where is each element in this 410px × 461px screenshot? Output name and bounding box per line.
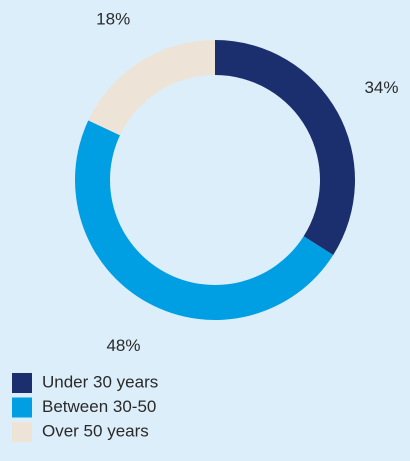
legend-label: Between 30-50 (42, 397, 156, 416)
slice-label: 48% (106, 336, 140, 355)
slice (75, 120, 334, 320)
legend-swatch (12, 373, 32, 393)
slice (215, 40, 355, 256)
legend-label: Over 50 years (42, 421, 149, 440)
slice-label: 18% (96, 9, 130, 28)
slice-label: 34% (364, 78, 398, 97)
legend-swatch (12, 397, 32, 418)
slice (88, 40, 215, 136)
legend-label: Under 30 years (42, 372, 158, 391)
legend-swatch (12, 422, 32, 442)
